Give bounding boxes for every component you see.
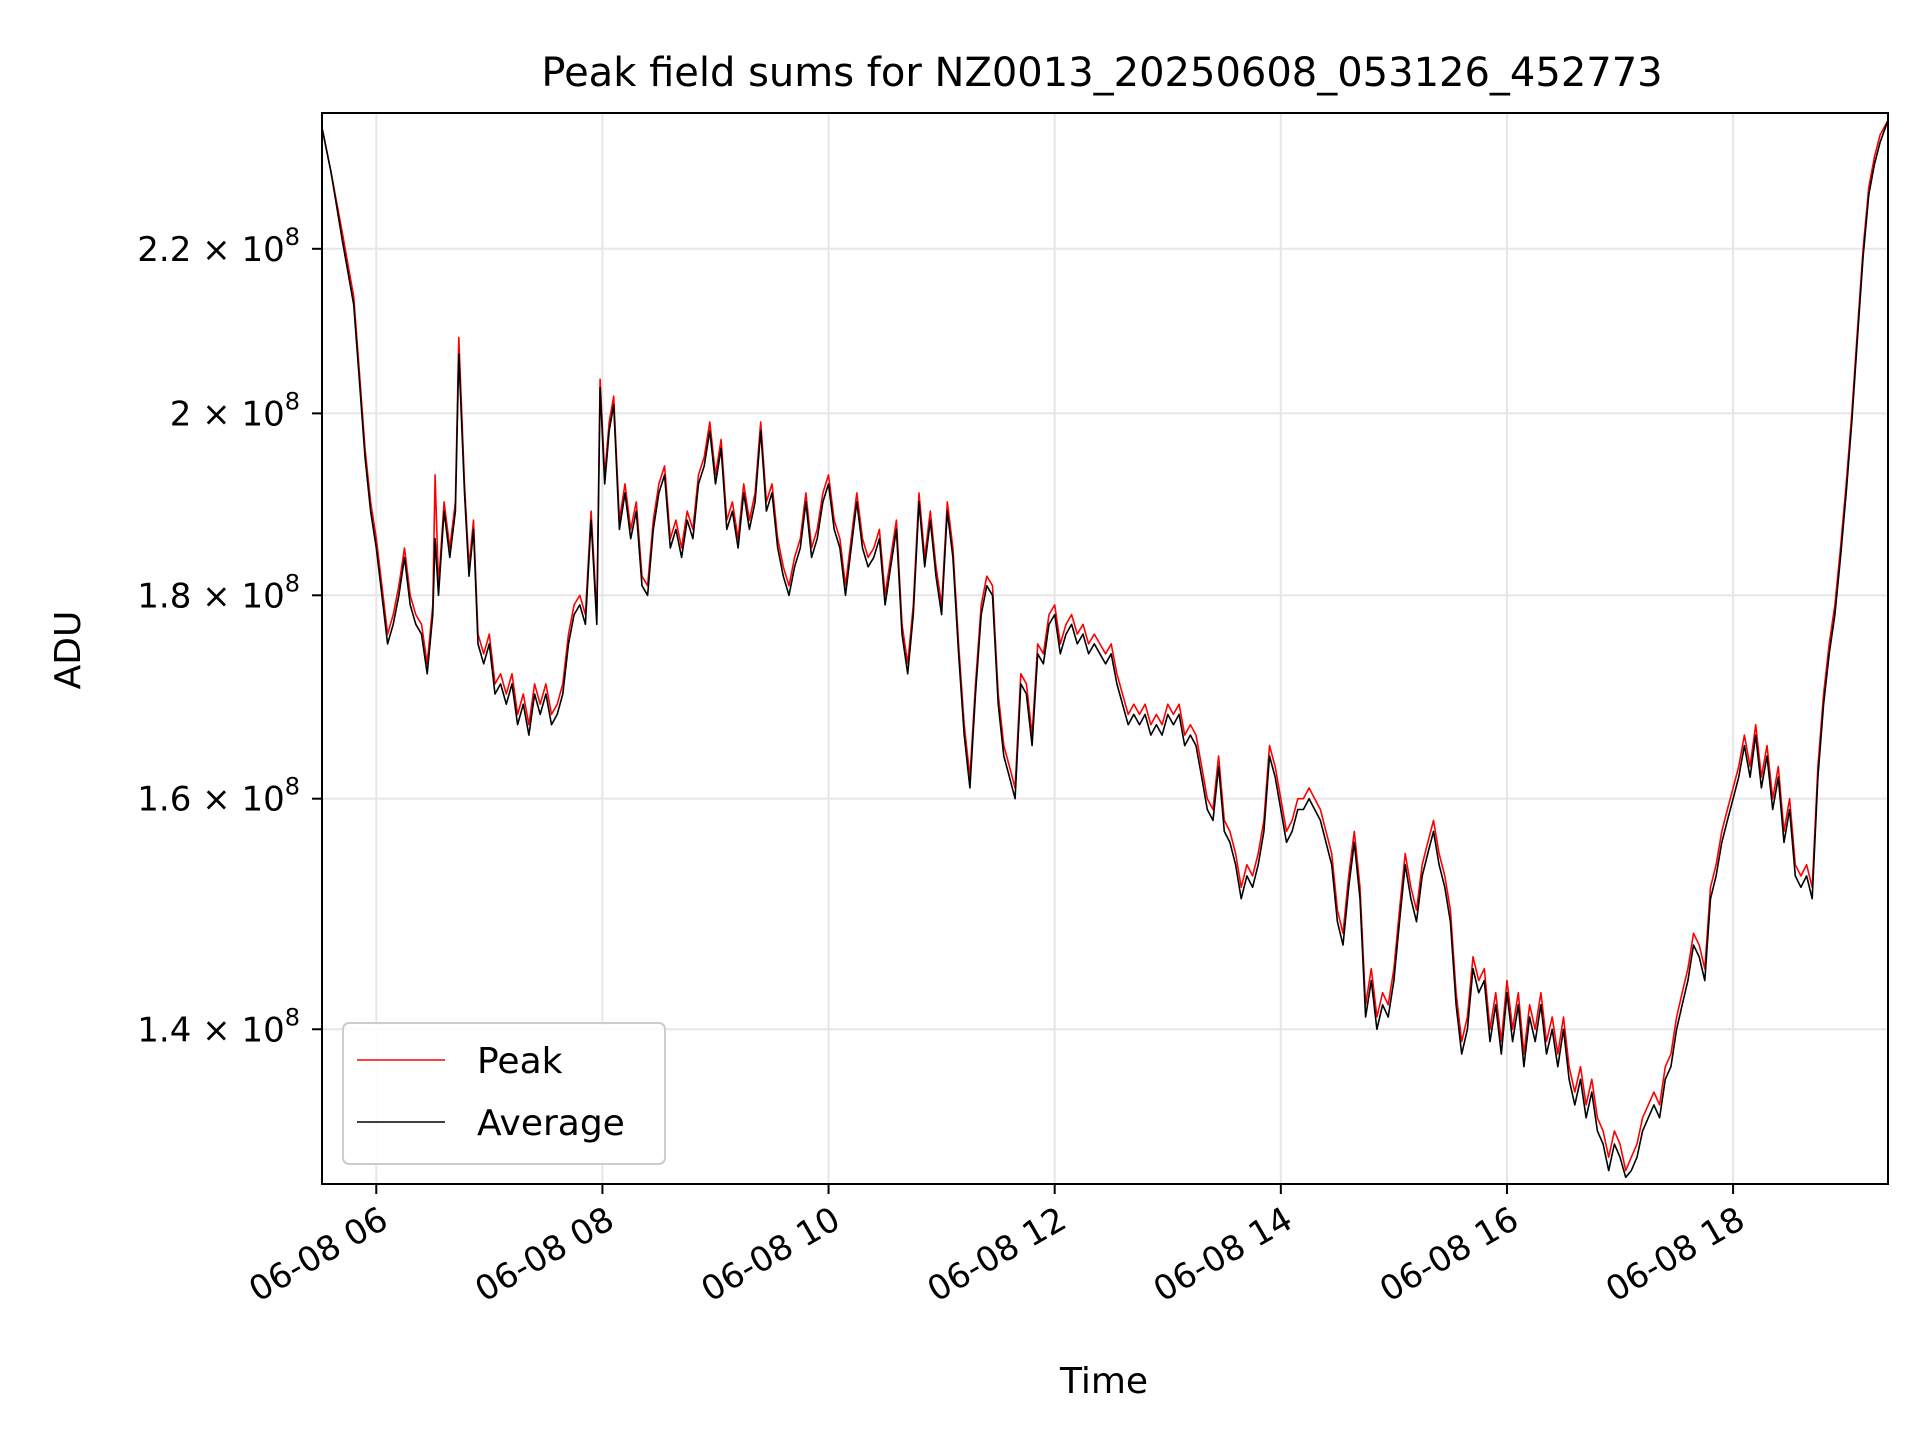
series-layer [321,119,1889,1179]
legend: Peak Average [342,1022,666,1165]
y-tick-mantissa: 2.2 [137,230,191,270]
y-tick-label: 1.4 × 108 [137,1003,300,1050]
y-tick-exponent: 8 [285,223,300,251]
y-tick-mantissa: 1.8 [137,576,191,616]
y-tick-times: × 10 [191,1010,284,1050]
y-tick-times: × 10 [191,576,284,616]
y-tick-mantissa: 1.4 [137,1010,191,1050]
y-tick-times: × 10 [191,394,284,434]
x-axis-label: Time [1059,1361,1148,1402]
y-tick-exponent: 8 [285,569,300,597]
y-tick-times: × 10 [191,780,284,820]
series-line-peak [321,119,1889,1172]
y-tick-label: 1.8 × 108 [137,569,300,616]
y-tick-exponent: 8 [285,1003,300,1031]
y-tick-label: 2.2 × 108 [137,223,300,270]
y-tick-exponent: 8 [285,387,300,415]
y-tick-label: 1.6 × 108 [137,773,300,820]
legend-label-peak: Peak [477,1041,563,1082]
y-tick-mantissa: 1.6 [137,780,191,820]
y-axis-label: ADU [48,611,89,690]
y-tick-times: × 10 [191,230,284,270]
y-tick-exponent: 8 [285,773,300,801]
chart-title: Peak field sums for NZ0013_20250608_0531… [541,50,1662,96]
series-line-average [321,120,1889,1179]
y-tick-label: 2 × 108 [170,387,300,434]
legend-label-average: Average [477,1103,625,1144]
legend-box [342,1022,666,1165]
y-tick-mantissa: 2 [170,394,192,434]
grid-lines [322,113,1888,1184]
plot-frame [321,112,1889,1185]
